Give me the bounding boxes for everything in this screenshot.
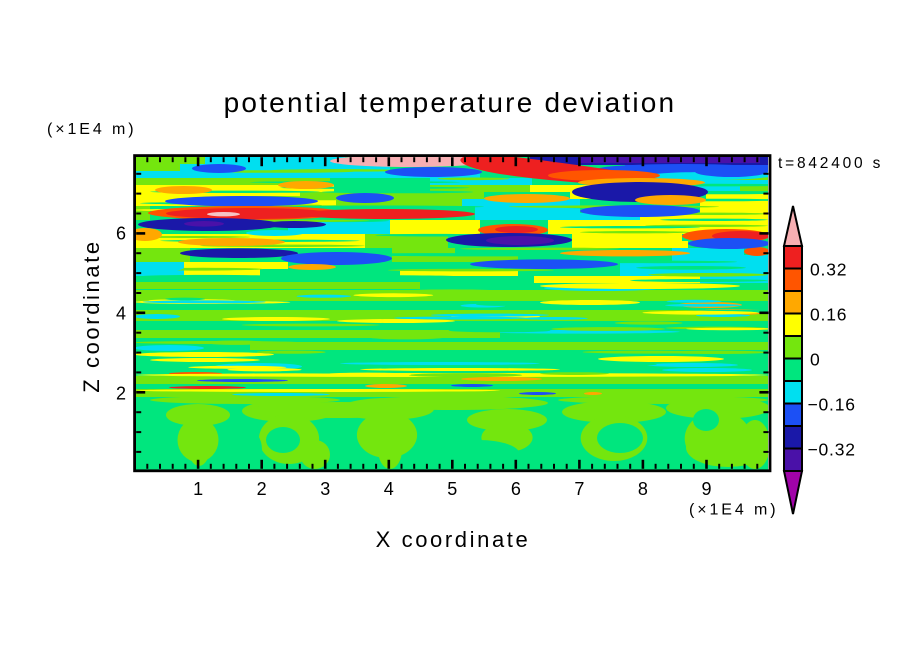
svg-text:9: 9 [701, 479, 711, 499]
svg-text:6: 6 [116, 224, 126, 244]
svg-text:5: 5 [447, 479, 457, 499]
svg-text:8: 8 [638, 479, 648, 499]
svg-text:2: 2 [257, 479, 267, 499]
svg-text:6: 6 [511, 479, 521, 499]
svg-text:potential temperature deviatio: potential temperature deviation [224, 87, 677, 118]
svg-text:3: 3 [320, 479, 330, 499]
svg-text:(×1E4 m): (×1E4 m) [689, 502, 778, 519]
svg-text:X coordinate: X coordinate [376, 527, 531, 552]
svg-text:0: 0 [810, 350, 821, 370]
svg-text:(×1E4 m): (×1E4 m) [47, 121, 136, 138]
svg-text:0.16: 0.16 [810, 305, 847, 325]
svg-text:7: 7 [574, 479, 584, 499]
svg-text:4: 4 [384, 479, 394, 499]
svg-text:2: 2 [116, 384, 126, 404]
svg-text:4: 4 [116, 304, 126, 324]
svg-text:Z coordinate: Z coordinate [79, 239, 104, 393]
svg-text:−0.32: −0.32 [808, 440, 856, 460]
svg-text:t=842400 s: t=842400 s [778, 155, 883, 172]
svg-text:−0.16: −0.16 [808, 395, 856, 415]
svg-text:0.32: 0.32 [810, 260, 847, 280]
svg-text:1: 1 [193, 479, 203, 499]
